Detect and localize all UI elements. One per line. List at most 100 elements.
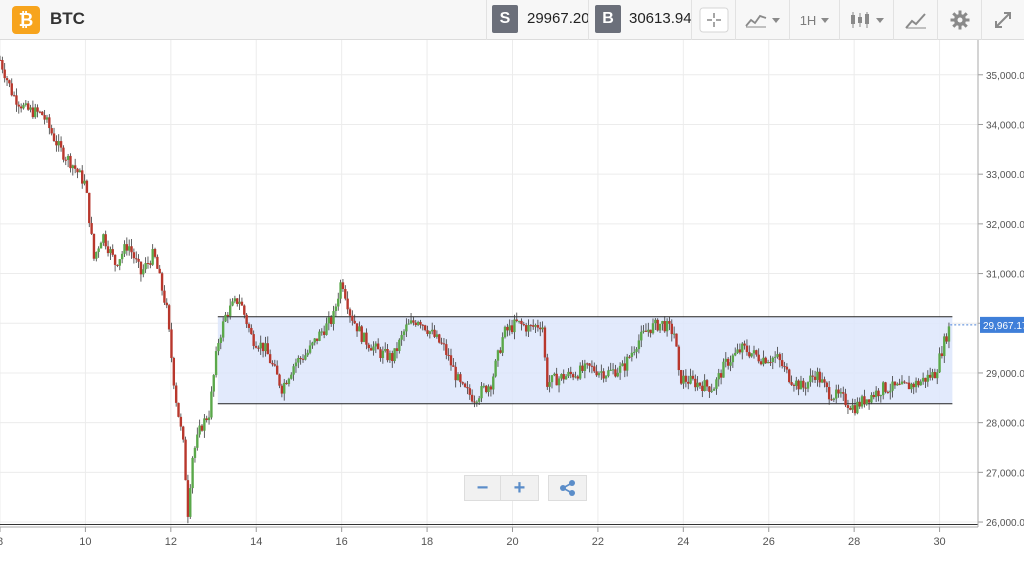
share-button[interactable] [548,475,587,501]
candle-body [903,381,906,383]
candle-body [186,480,190,517]
price-chart[interactable]: 35,000.00 34,000.00 33,000.00 32,000.00 31,0… [0,40,1024,557]
candle-body [320,331,324,333]
candle-body [663,321,666,332]
candle-body [158,268,161,274]
chart-canvas[interactable]: 35,000.00 34,000.00 33,000.00 32,000.00 31,0… [0,40,1024,557]
candle-body [402,331,406,336]
candle-body [442,343,446,345]
candle-body [766,362,770,364]
candle-body [367,344,370,349]
candle-body [19,106,23,109]
candle-body [165,302,168,306]
candle-body [55,140,58,146]
candle-body [611,369,615,371]
candle-body [207,417,211,421]
candle-body [313,338,316,343]
x-tick-label: 10 [79,536,91,548]
candle-body [649,329,652,334]
zoom-out-button[interactable]: − [464,475,501,501]
candle-body [574,376,577,378]
candle-body [1,60,4,70]
candle-body [919,381,922,386]
candle-body [865,399,868,405]
candle-body [177,402,180,417]
x-tick-label: 24 [677,536,689,548]
candle-body [884,382,887,392]
candle-body [731,355,735,363]
candle-body [231,301,234,306]
x-tick-label: 30 [933,536,945,548]
candle-body [17,104,20,107]
candle-body [867,399,871,403]
candle-body [698,382,702,386]
candle-body [261,342,265,352]
candle-body [710,390,713,392]
candle-body [81,170,84,184]
zoom-in-button[interactable]: + [501,475,539,501]
candle-body [628,356,631,358]
candle-body [8,80,11,84]
timeframe-dropdown[interactable]: 1H [789,0,839,40]
candle-body [109,249,112,254]
fullscreen-icon [995,12,1011,28]
candle-body [99,242,103,249]
candle-body [85,180,89,193]
candle-body [581,365,584,371]
candle-body [212,375,215,392]
candle-body [395,348,399,351]
crosshair-button[interactable] [691,0,735,40]
candle-body [926,374,930,382]
draw-icon [904,13,926,29]
candle-body [362,332,366,342]
candle-body [889,390,892,393]
candle-body [818,371,821,383]
candle-body [200,425,204,431]
settings-button[interactable] [937,0,981,40]
candle-body [846,405,850,408]
candle-body [703,380,706,392]
candle-body [358,326,361,332]
candle-body [788,369,791,383]
draw-tools-button[interactable] [893,0,937,40]
candle-body [607,370,610,377]
candle-body [724,358,728,362]
candle-body [43,115,46,120]
candle-body [210,391,213,418]
sell-button[interactable]: S 29967.20 [486,0,590,40]
candle-body [322,331,326,335]
candle-body [346,298,349,310]
candle-body [470,394,474,402]
candle-body [802,380,805,388]
candle-body [912,383,915,388]
candle-body [621,363,624,366]
candle-body [898,383,901,385]
candle-body [393,348,396,362]
bitcoin-logo-icon: ₿ [12,6,40,34]
candle-body [45,117,49,120]
candle-body [675,333,678,347]
candle-body [860,396,864,407]
candle-body [250,327,253,335]
candle-body [118,259,121,266]
candle-body [804,387,807,389]
candle-body [327,317,331,324]
candle-style-dropdown[interactable] [839,0,893,40]
fullscreen-button[interactable] [981,0,1024,40]
candle-body [10,83,13,96]
candle-body [522,324,526,326]
candle-body [529,325,533,327]
candle-body [590,365,594,367]
candle-body [863,396,866,405]
buy-button[interactable]: B 30613.94 [588,0,692,40]
candle-body [769,362,772,364]
chart-type-dropdown[interactable] [735,0,789,40]
candle-body [886,391,890,393]
candle-body [947,326,951,342]
candle-body [900,381,904,385]
candle-body [243,305,246,315]
candle-body [426,330,429,334]
candle-body [271,362,274,365]
candle-body [182,426,185,440]
candle-body [832,398,836,400]
